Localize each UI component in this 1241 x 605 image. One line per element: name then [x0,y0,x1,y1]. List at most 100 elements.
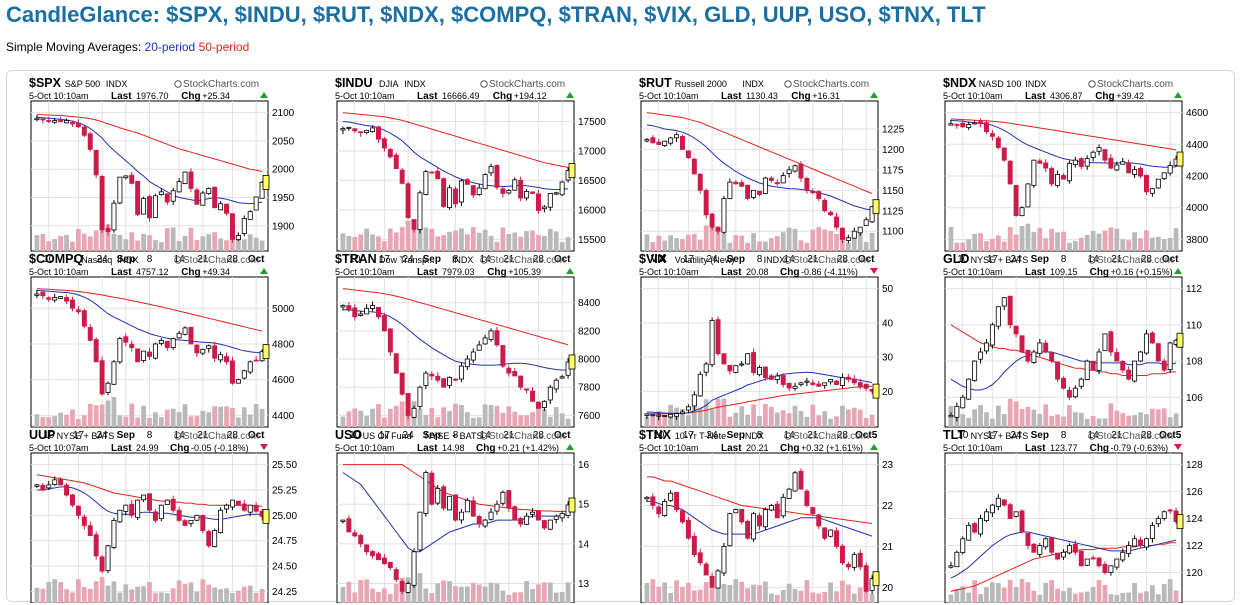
volume-bar [869,232,875,251]
candle-body [1090,557,1096,560]
x-tick-label: 21 [807,254,819,265]
volume-bar [1078,412,1084,427]
candle-body [75,505,81,516]
volume-bar [1055,588,1060,603]
candle-body [1114,352,1120,362]
chart-date: 5-Oct 10:10am [29,267,89,277]
candle-body [99,360,105,395]
candle-body [685,150,691,158]
volume-bar [117,415,123,427]
volume-bar [822,229,828,251]
volume-bar [399,227,405,251]
x-tick-label: Oct [248,254,265,265]
candles [34,114,265,243]
chart-name: Nasdaq [81,255,112,265]
volume-bar [52,579,58,603]
volume-bar [990,238,995,251]
volume-bar [105,400,111,427]
volume-bar [1019,408,1025,427]
candle-body [399,169,405,184]
candle-body [1108,157,1114,169]
candle-body [364,307,370,315]
volume-bar [1161,584,1167,603]
y-tick-label: 20 [882,583,894,594]
volume-bar [774,412,780,427]
volume-bar [40,417,46,427]
candle-body [411,219,417,230]
candle-body [745,184,751,199]
candle-body [1167,164,1173,174]
volume-bar [34,587,40,603]
volume-bar [846,409,851,427]
candle-body [105,382,111,393]
mini-chart-rut: $RUT Russell 2000 INDX StockCharts.com 5-Oct… [639,76,905,265]
volume-bar [984,412,989,427]
x-tick-label: 8 [147,254,153,265]
last-price-marker [568,163,576,179]
last-value: 4306.87 [1050,91,1083,101]
candle-body [857,382,863,387]
volume-bar [218,589,223,603]
volume-bar [733,235,739,251]
sma50-line [950,118,1177,151]
candle-body [1096,557,1102,567]
volume-bars [948,398,1179,427]
volume-bar [1055,414,1060,427]
volume-bar [810,404,816,427]
candle-body [1049,352,1055,362]
volume-bar [417,408,423,427]
volume-bar [399,401,405,427]
candle-body [863,565,869,592]
volume-bar [1114,594,1120,603]
volume-bar [70,592,75,603]
candle-body [691,158,697,175]
volume-bar [453,586,458,603]
volume-bar [727,416,733,427]
volume-bar [1031,231,1037,251]
volume-bar [978,405,983,427]
candle-body [387,148,393,158]
chg-label: Chg [791,91,810,102]
candle-body [1013,185,1019,217]
candle-body [960,396,966,409]
chart-date: 5-Oct 10:10am [639,267,699,277]
volume-bar [763,404,768,427]
volume-bar [236,417,241,427]
volume-bar [1001,587,1007,603]
volume-bar [846,584,851,603]
volume-bar [1090,415,1096,427]
volume-bar [182,583,188,603]
chart-date: 5-Oct 10:07am [29,443,89,453]
volume-bar [58,235,63,251]
last-label: Last [417,267,438,278]
candle-body [1114,558,1120,568]
volume-bar [650,242,656,251]
x-tick-label: 14 [784,430,796,441]
candle-body [845,563,851,568]
change-down-icon [1174,444,1182,450]
volume-bar [816,593,822,603]
x-tick-label: 10 [349,430,361,441]
chart-exchange: INDX [1025,79,1047,89]
volume-bar [153,240,158,251]
volume-bar [247,234,253,251]
chart-date: 5-Oct 10:10am [335,443,395,453]
candle-body [697,552,703,564]
y-tick-label: 3800 [1186,235,1209,246]
volume-bar [46,241,52,251]
volume-bar [464,234,470,251]
candle-body [370,127,376,133]
candle-body [978,121,984,125]
candle-body [1031,351,1037,363]
volume-bar [786,413,792,427]
candle-body [1043,162,1049,169]
last-label: Last [1025,267,1046,278]
candle-body [547,192,553,208]
candle-body [518,375,524,388]
volume-bar [650,579,656,603]
candle-body [58,119,64,123]
volume-bar [1108,594,1114,603]
candle-body [762,509,768,528]
volume-bar [995,583,1001,603]
volume-bar [745,242,751,251]
